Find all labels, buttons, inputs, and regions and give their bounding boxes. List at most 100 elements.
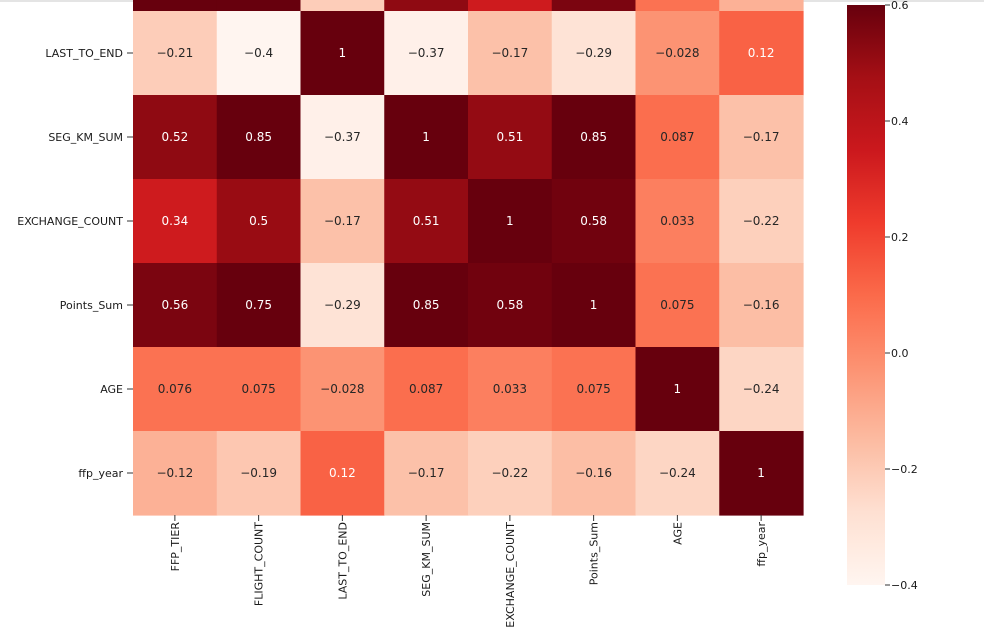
x-tick-label: FFP_TIER (169, 522, 182, 572)
heatmap-cell (300, 347, 385, 432)
cell-value-label: 0.51 (497, 130, 524, 144)
heatmap-cell (635, 95, 720, 180)
cell-value-label: 0.85 (413, 298, 440, 312)
heatmap-cell (216, 431, 302, 516)
colorbar-tick-label: −0.2 (891, 463, 918, 476)
y-tick-label: AGE (100, 383, 123, 396)
cell-value-label: −0.4 (244, 46, 273, 60)
x-tick-label: Points_Sum (588, 522, 601, 585)
cell-value-label: 0.51 (413, 214, 440, 228)
cell-value-label: 0.076 (158, 382, 192, 396)
y-tick-label: ffp_year (78, 467, 123, 480)
cell-value-label: −0.22 (743, 214, 780, 228)
heatmap-cell (216, 95, 302, 180)
heatmap-cell-partial (300, 0, 385, 11)
heatmap-cell (468, 179, 553, 264)
heatmap-cell (300, 179, 385, 264)
heatmap-cell (551, 95, 637, 180)
cell-value-label: −0.19 (240, 466, 277, 480)
y-tick-label: LAST_TO_END (45, 47, 123, 60)
heatmap-cell (551, 347, 637, 432)
y-tick-label: EXCHANGE_COUNT (17, 215, 123, 228)
cell-value-label: −0.17 (491, 46, 528, 60)
cell-value-label: 0.75 (245, 298, 272, 312)
cell-value-label: 0.12 (748, 46, 775, 60)
cell-value-label: 0.56 (162, 298, 189, 312)
cell-value-label: 1 (757, 466, 765, 480)
cell-value-label: 0.58 (580, 214, 607, 228)
cell-value-label: −0.17 (324, 214, 361, 228)
cell-value-label: 0.075 (241, 382, 275, 396)
heatmap-cell (384, 179, 469, 264)
heatmap-cell (468, 95, 553, 180)
heatmap-cell (635, 11, 720, 96)
heatmap-cell (216, 347, 302, 432)
cell-value-label: −0.37 (324, 130, 361, 144)
colorbar (847, 5, 885, 585)
heatmap-cell (719, 95, 804, 180)
heatmap-cell-partial (133, 0, 218, 11)
cell-value-label: 1 (339, 46, 347, 60)
heatmap-cell (551, 431, 637, 516)
colorbar-tick-label: 0.6 (891, 0, 909, 12)
heatmap-cell (551, 11, 637, 96)
cell-value-label: −0.24 (659, 466, 696, 480)
cell-value-label: 0.087 (660, 130, 694, 144)
heatmap-cell-partial (384, 0, 469, 11)
heatmap-cell (300, 95, 385, 180)
cell-value-label: 0.34 (162, 214, 189, 228)
cell-value-label: −0.17 (408, 466, 445, 480)
x-tick-label: EXCHANGE_COUNT (504, 522, 517, 628)
heatmap-cell (635, 431, 720, 516)
x-tick-label: AGE (671, 522, 684, 545)
heatmap-cell (468, 11, 553, 96)
cell-value-label: 0.85 (245, 130, 272, 144)
heatmap-cell (551, 179, 637, 264)
heatmap-cell (635, 263, 720, 348)
heatmap-cell (468, 431, 553, 516)
heatmap-cell-partial (468, 0, 553, 11)
colorbar-tick-label: 0.4 (891, 115, 909, 128)
heatmap-cell (216, 263, 302, 348)
cell-value-label: 0.12 (329, 466, 356, 480)
heatmap-cell-partial (719, 0, 804, 11)
y-tick-label: SEG_KM_SUM (48, 131, 123, 144)
heatmap-cell (133, 11, 218, 96)
cell-value-label: −0.028 (655, 46, 699, 60)
y-tick-label: Points_Sum (60, 299, 123, 312)
heatmap-cell (719, 11, 804, 96)
heatmap-cell (719, 347, 804, 432)
heatmap-cell (384, 431, 469, 516)
cell-value-label: −0.12 (156, 466, 193, 480)
heatmap-cell (133, 263, 218, 348)
cell-value-label: −0.29 (575, 46, 612, 60)
cell-value-label: 1 (506, 214, 514, 228)
cell-value-label: −0.16 (743, 298, 780, 312)
cell-value-label: 0.52 (162, 130, 189, 144)
heatmap-cell (133, 95, 218, 180)
cell-value-label: −0.17 (743, 130, 780, 144)
heatmap-cell (384, 263, 469, 348)
cell-value-label: 1 (590, 298, 598, 312)
heatmap-cell (468, 347, 553, 432)
cell-value-label: 0.5 (249, 214, 268, 228)
heatmap-cell (384, 11, 469, 96)
colorbar-tick-label: 0.2 (891, 231, 909, 244)
cell-value-label: −0.29 (324, 298, 361, 312)
heatmap-cell (133, 179, 218, 264)
heatmap-cell (468, 263, 553, 348)
cell-value-label: 1 (422, 130, 430, 144)
heatmap-cell (635, 347, 720, 432)
x-tick-label: SEG_KM_SUM (420, 522, 433, 597)
heatmap-cell (133, 347, 218, 432)
heatmap-cell-partial (635, 0, 720, 11)
cell-value-label: −0.37 (408, 46, 445, 60)
cell-value-label: 0.58 (497, 298, 524, 312)
cell-value-label: 0.033 (660, 214, 694, 228)
heatmap-cell (719, 431, 804, 516)
colorbar-tick-label: 0.0 (891, 347, 909, 360)
heatmap-cell (384, 95, 469, 180)
cell-value-label: 0.087 (409, 382, 443, 396)
cell-value-label: −0.21 (156, 46, 193, 60)
heatmap-cell (719, 263, 804, 348)
